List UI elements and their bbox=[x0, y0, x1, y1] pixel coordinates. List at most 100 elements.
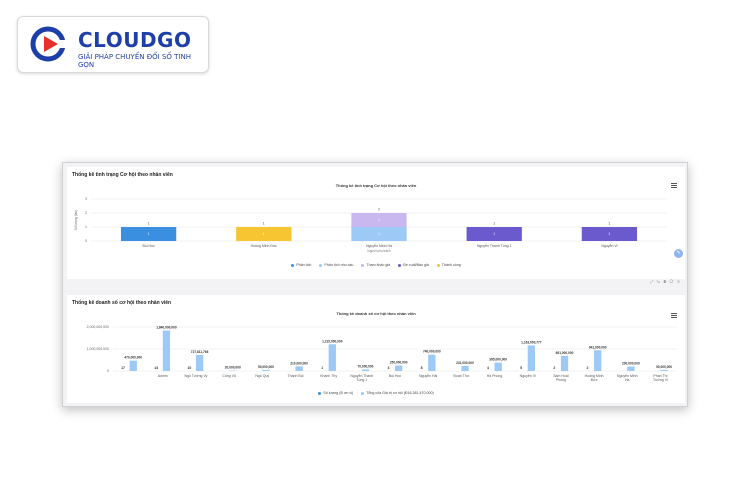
stacked-bar-segment bbox=[120, 227, 177, 241]
status-panel-title: Thống kê tình trạng Cơ hội theo nhân viê… bbox=[72, 172, 173, 178]
value-bar bbox=[262, 369, 270, 371]
x-tick-label: Tùng 1 bbox=[356, 378, 367, 382]
count-label: 8 bbox=[421, 366, 423, 370]
value-label: 470,000,000 bbox=[124, 356, 142, 360]
legend-label: Đề xuất/Báo giá bbox=[403, 263, 429, 267]
x-tick-label: Nguyễn Vi bbox=[601, 243, 617, 248]
chart-menu-button[interactable] bbox=[671, 313, 677, 318]
legend-item[interactable]: Phân tích bbox=[291, 263, 311, 267]
x-tick-label: Đoàn Thư bbox=[453, 374, 469, 378]
value-label: 200,000,000 bbox=[622, 362, 640, 366]
value-label: 1,163,000,777 bbox=[521, 340, 542, 344]
value-bar bbox=[560, 355, 569, 371]
x-tick-label: Hoàng Minh bbox=[585, 374, 604, 378]
x-tick-label: Bùi Học bbox=[389, 374, 402, 378]
legend-dot-icon bbox=[319, 263, 323, 267]
value-label: 1,215,000,000 bbox=[322, 339, 343, 343]
total-label: 1 bbox=[609, 222, 611, 226]
value-bar bbox=[660, 369, 668, 371]
segment-label: 1 bbox=[378, 218, 380, 222]
value-bar bbox=[295, 366, 303, 371]
legend-item[interactable]: Thành công bbox=[436, 263, 461, 267]
legend-item[interactable]: Phân tích nhu cầu bbox=[319, 263, 353, 267]
cloudgo-logo-icon bbox=[30, 26, 66, 62]
legend-dot-icon bbox=[361, 391, 365, 395]
count-label: 3 bbox=[387, 366, 389, 370]
y-tick-label: 1 bbox=[85, 225, 87, 229]
value-label: 231,000,000 bbox=[456, 361, 474, 365]
legend-label: Số lượng (Đ ơn vị) bbox=[323, 391, 354, 395]
segment-label: 1 bbox=[148, 232, 150, 236]
x-tick-label: Nguyễn Thanh bbox=[350, 373, 373, 378]
legend-label: Thành công bbox=[441, 263, 461, 267]
chart-menu-button[interactable] bbox=[671, 183, 677, 188]
x-tick-label: Hà bbox=[625, 378, 630, 382]
legend-label: Phân tích bbox=[296, 263, 312, 267]
x-tick-label: Ngô Quý bbox=[255, 374, 269, 378]
value-bar bbox=[527, 345, 536, 371]
x-tick-label: Admin bbox=[158, 374, 168, 378]
chat-icon[interactable]: ✎ bbox=[674, 249, 683, 258]
x-tick-label: Phong bbox=[556, 378, 566, 382]
value-label: 727,811,766 bbox=[191, 350, 209, 354]
legend-item[interactable]: Số lượng (Đ ơn vị) bbox=[318, 391, 353, 395]
legend-item[interactable]: Tham khảo giá bbox=[361, 263, 390, 267]
value-bar bbox=[328, 344, 336, 371]
legend-item[interactable]: Tổng của Giá trị cơ hội (Đ16,381,470,000… bbox=[361, 391, 434, 395]
total-label: 2 bbox=[378, 208, 380, 212]
x-tick-label: Khánh Thy bbox=[320, 374, 337, 378]
value-label: 210,000,000 bbox=[290, 361, 308, 365]
x-tick-label: Sầm Hoài bbox=[553, 374, 569, 378]
x-tick-label: Công Vũ bbox=[222, 374, 236, 378]
stacked-bar-segment bbox=[236, 227, 292, 241]
segment-label: 1 bbox=[378, 232, 380, 236]
value-bar bbox=[461, 365, 469, 371]
value-label: 1,840,000,000 bbox=[156, 326, 177, 330]
value-bar bbox=[162, 330, 171, 371]
count-label: 2 bbox=[553, 366, 555, 370]
y-axis-label: Số lượng (lần) bbox=[74, 210, 78, 231]
total-label: 1 bbox=[263, 222, 265, 226]
x-tick-label: Nguyễn Minh Hà bbox=[366, 243, 392, 248]
x-tick-label: Phan Thị bbox=[653, 374, 667, 378]
count-label: 5 bbox=[520, 366, 522, 370]
count-label: 10 bbox=[187, 366, 191, 370]
x-tick-label: Hoàng Minh Đức bbox=[251, 244, 278, 248]
x-axis-label: Người phụ trách bbox=[367, 249, 390, 253]
total-label: 1 bbox=[493, 222, 495, 226]
segment-label: 1 bbox=[609, 232, 611, 236]
legend-item[interactable]: Đề xuất/Báo giá bbox=[398, 263, 429, 267]
revenue-legend: Số lượng (Đ ơn vị) Tổng của Giá trị cơ hộ… bbox=[67, 391, 685, 395]
x-tick-label: Hà Phong bbox=[487, 374, 503, 378]
x-tick-label: Ngô Tường Vy bbox=[184, 374, 207, 378]
value-bar bbox=[195, 354, 204, 371]
status-legend: Phân tích Phân tích nhu cầu Tham khảo giá Đ… bbox=[67, 263, 685, 267]
revenue-panel-title: Thống kê doanh số cơ hội theo nhân viên bbox=[72, 300, 172, 306]
value-label: 740,000,000 bbox=[423, 350, 441, 354]
revenue-panel: Thống kê doanh số cơ hội theo nhân viên … bbox=[67, 295, 685, 403]
value-bar bbox=[395, 365, 403, 371]
status-panel: Thống kê tình trạng Cơ hội theo nhân viê… bbox=[67, 167, 685, 279]
x-tick-label: Tường Vi bbox=[653, 378, 668, 382]
panel-tools-icons[interactable]: ⤢ ✎ ◉ ⟳ ✕ bbox=[650, 279, 681, 284]
y-tick-label: 0 bbox=[85, 239, 87, 243]
segment-label: 1 bbox=[263, 232, 265, 236]
x-tick-label: Đức bbox=[591, 378, 598, 382]
legend-dot-icon bbox=[318, 391, 322, 395]
y-tick-label: 2 bbox=[85, 211, 87, 215]
count-label: 14 bbox=[154, 366, 158, 370]
revenue-chart-title: Thống kê doanh số cơ hội theo nhân viên bbox=[336, 311, 416, 316]
x-tick-label: Bùi Học bbox=[142, 244, 155, 248]
segment-label: 1 bbox=[493, 232, 495, 236]
count-label: 17 bbox=[121, 366, 125, 370]
value-label: 941,000,000 bbox=[589, 345, 607, 349]
value-label: 20,000,000 bbox=[225, 366, 241, 370]
x-tick-label: Nguyễn Vi bbox=[520, 373, 536, 378]
value-label: 691,000,000 bbox=[556, 351, 574, 355]
legend-dot-icon bbox=[436, 263, 440, 267]
x-tick-label: Nguyễn Minh bbox=[617, 373, 638, 378]
brand-name: CLOUDGO bbox=[78, 28, 192, 52]
legend-label: Tham khảo giá bbox=[366, 263, 391, 267]
brand-logo: CLOUDGO GIẢI PHÁP CHUYỂN ĐỔI SỐ TINH GỌN bbox=[17, 16, 209, 73]
legend-dot-icon bbox=[291, 263, 295, 267]
